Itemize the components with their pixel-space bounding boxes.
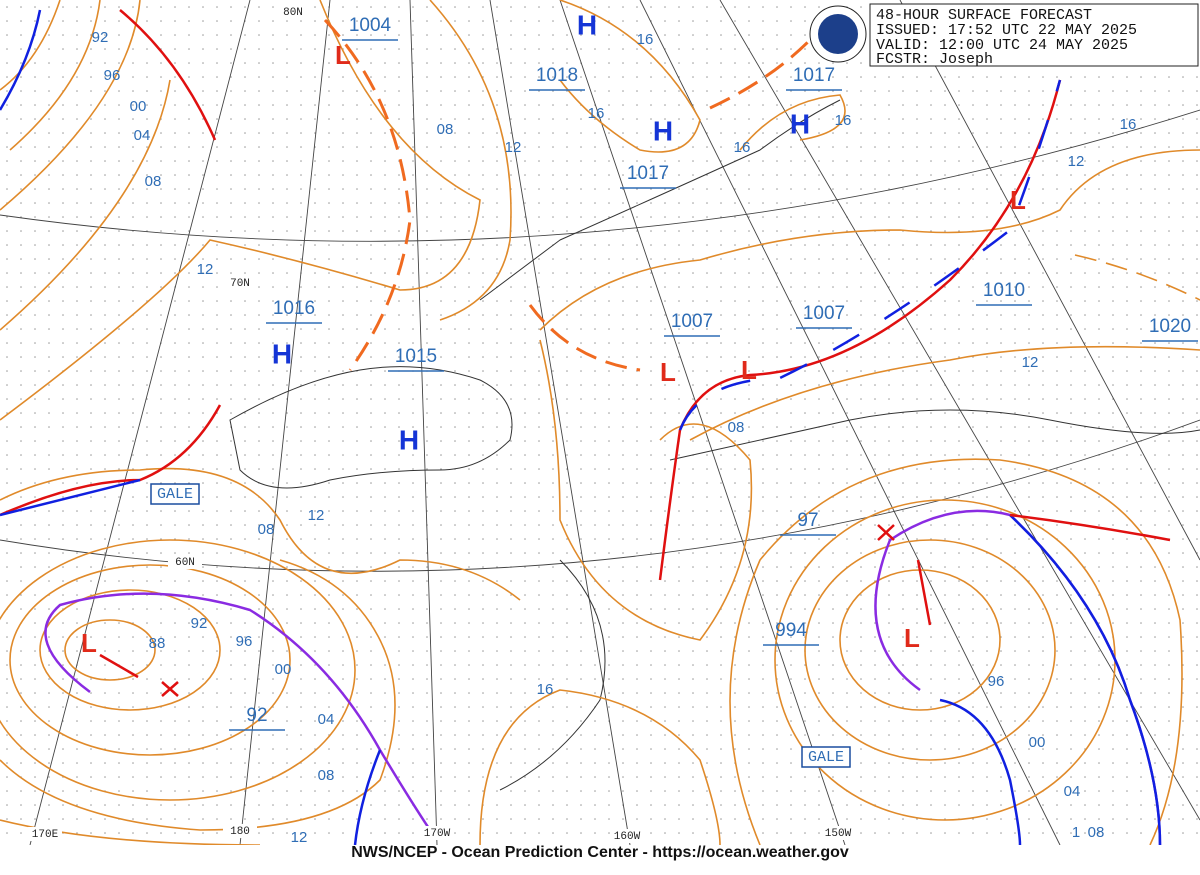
isobar-label: 88 xyxy=(149,635,166,652)
pressure-center: 1018 xyxy=(536,65,578,86)
grid-label-box xyxy=(276,5,310,19)
footer-band xyxy=(0,845,1200,875)
grid-label: 70N xyxy=(230,278,250,290)
high-center: H xyxy=(577,9,597,40)
troughs xyxy=(323,18,812,372)
isobar-label: 96 xyxy=(236,633,253,650)
isobar-label: 00 xyxy=(275,661,292,678)
warning-box xyxy=(150,483,200,505)
isobar-label: 04 xyxy=(134,127,151,144)
isobar-label: 92 xyxy=(191,615,208,632)
isobars xyxy=(0,0,1200,846)
isobar-label: 92 xyxy=(92,29,109,46)
header-forecaster: FCSTR: Joseph xyxy=(876,51,993,68)
pressure-center: 1020 xyxy=(1149,316,1191,337)
grid-label-box xyxy=(420,826,454,840)
isobar-label: 08 xyxy=(1088,824,1105,841)
isobar-label: 16 xyxy=(588,105,605,122)
isobar-label: 00 xyxy=(1029,734,1046,751)
low-center: L xyxy=(81,628,97,658)
high-center: H xyxy=(272,338,292,369)
isobar-label: 12 xyxy=(1068,153,1085,170)
low-center: L xyxy=(660,357,676,387)
high-center: H xyxy=(653,115,673,146)
motion-arrows xyxy=(99,524,932,697)
isobar-label: 96 xyxy=(104,67,121,84)
isobar-label: 04 xyxy=(1064,783,1081,800)
grid-label: 170E xyxy=(32,829,59,841)
grid-label-box xyxy=(223,276,257,290)
pressure-center: 97 xyxy=(797,510,818,531)
warning-label: GALE xyxy=(808,749,844,766)
isobar-label: 08 xyxy=(318,767,335,784)
warning-label: GALE xyxy=(157,486,193,503)
pressure-center: 1004 xyxy=(349,15,392,36)
pressure-center: 92 xyxy=(246,705,267,726)
isobar-label: 12 xyxy=(1022,354,1039,371)
pressure-center: 1017 xyxy=(793,65,835,86)
header-issued: ISSUED: 17:52 UTC 22 MAY 2025 xyxy=(876,22,1137,39)
grid-label: 150W xyxy=(825,828,852,840)
header-valid: VALID: 12:00 UTC 24 MAY 2025 xyxy=(876,37,1128,54)
grid-label: 180 xyxy=(230,826,250,838)
graticule-fill xyxy=(0,0,1200,845)
grid-label-box xyxy=(28,827,62,841)
isobar-label: 08 xyxy=(145,173,162,190)
isobar-label: 12 xyxy=(308,507,325,524)
pressure-center: 994 xyxy=(775,620,807,641)
isobar-label: 16 xyxy=(537,681,554,698)
isobar-label: 12 xyxy=(197,261,214,278)
grid-label-box xyxy=(168,555,202,569)
low-center: L xyxy=(1010,185,1026,215)
isobar-label: 00 xyxy=(130,98,147,115)
warning-box xyxy=(801,746,851,768)
header-box xyxy=(869,3,1199,67)
coastlines xyxy=(229,99,1200,791)
pressure-center: 1007 xyxy=(803,303,845,324)
isobar-label: 16 xyxy=(835,112,852,129)
grid-label: 80N xyxy=(283,7,303,19)
grid-label-box xyxy=(223,824,257,838)
isobar-label: 16 xyxy=(637,31,654,48)
pressure-center: 1017 xyxy=(627,163,669,184)
noaa-logo-inner xyxy=(818,14,858,54)
pressure-center: 1016 xyxy=(273,298,315,319)
grid-label-box xyxy=(821,826,855,840)
high-center: H xyxy=(790,108,810,139)
isobar-label: 04 xyxy=(318,711,335,728)
isobar-label: 08 xyxy=(728,419,745,436)
pressure-center: 1010 xyxy=(983,280,1025,301)
grid-label: 160W xyxy=(614,831,641,843)
low-center: L xyxy=(335,40,351,70)
fronts xyxy=(0,9,1171,846)
isobar-label: 12 xyxy=(505,139,522,156)
isobar-label: 08 xyxy=(258,521,275,538)
isobar-label: 96 xyxy=(988,673,1005,690)
isobar-label: 12 xyxy=(291,829,308,846)
isobar-label: 16 xyxy=(1120,116,1137,133)
isobar-label: 1 xyxy=(1072,824,1080,841)
grid-label: 170W xyxy=(424,828,451,840)
footer: NWS/NCEP - Ocean Prediction Center - htt… xyxy=(351,844,849,861)
pressure-center: 1007 xyxy=(671,311,713,332)
isobar-label: 08 xyxy=(437,121,454,138)
high-center: H xyxy=(399,424,419,455)
isobar-label: 16 xyxy=(734,139,751,156)
header-title: 48-HOUR SURFACE FORECAST xyxy=(876,7,1092,24)
grid-label-box xyxy=(610,829,644,843)
low-center: L xyxy=(741,355,757,385)
pressure-center: 1015 xyxy=(395,346,437,367)
low-center: L xyxy=(904,623,920,653)
grid-label: 60N xyxy=(175,557,195,569)
